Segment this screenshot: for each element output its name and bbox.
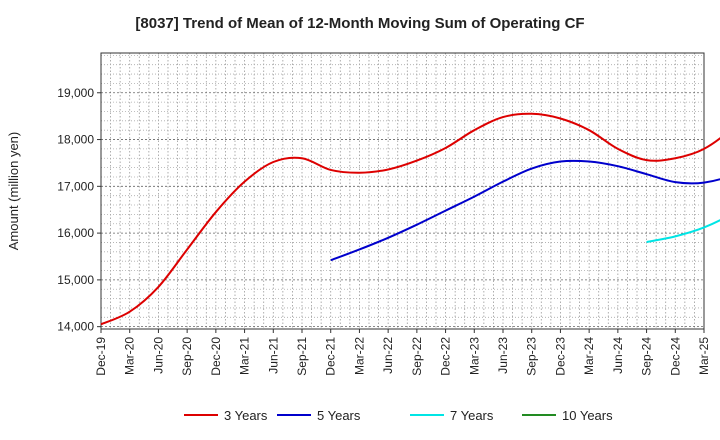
legend-label-10-years: 10 Years [562, 408, 613, 423]
y-axis-label: Amount (million yen) [6, 132, 21, 251]
x-tick-label: Jun-21 [266, 337, 280, 374]
x-tick-label: Dec-20 [209, 337, 223, 376]
x-tick-label: Jun-22 [381, 337, 395, 374]
series-lines [100, 112, 720, 326]
x-tick-label: Mar-25 [697, 337, 711, 375]
x-tick-label: Dec-24 [668, 337, 682, 376]
legend-label-5-years: 5 Years [317, 408, 361, 423]
x-axis-ticks: Dec-19 Mar-20 Jun-20 Sep-20 Dec-20 Mar-21 Jun-… [94, 329, 711, 376]
legend: 3 Years 5 Years 7 Years 10 Years [184, 408, 613, 423]
x-tick-label: Sep-22 [410, 337, 424, 376]
x-tick-label: Sep-23 [525, 337, 539, 376]
y-tick-label: 17,000 [57, 179, 94, 193]
x-tick-label: Jun-20 [151, 337, 165, 374]
chart-title: [8037] Trend of Mean of 12-Month Moving … [135, 15, 584, 32]
series-line-5-years [330, 159, 720, 262]
plot-area-frame [100, 52, 705, 330]
x-tick-label: Dec-21 [324, 337, 338, 376]
x-tick-label: Jun-23 [496, 337, 510, 374]
x-tick-label: Dec-23 [553, 337, 567, 376]
gridlines [101, 53, 704, 329]
x-tick-label: Mar-22 [352, 337, 366, 375]
x-tick-label: Mar-21 [238, 337, 252, 375]
x-tick-label: Sep-20 [180, 337, 194, 376]
series-line-3-years [100, 112, 720, 326]
legend-label-3-years: 3 Years [224, 408, 268, 423]
x-tick-label: Jun-24 [611, 337, 625, 374]
y-tick-label: 14,000 [57, 320, 94, 334]
series-line-7-years [646, 219, 720, 243]
x-tick-label: Sep-21 [295, 337, 309, 376]
y-tick-label: 15,000 [57, 273, 94, 287]
x-tick-label: Mar-24 [582, 337, 596, 375]
y-axis-ticks: 14,000 15,000 16,000 17,000 18,000 19,000 [57, 86, 101, 334]
x-tick-label: Sep-24 [640, 337, 654, 376]
y-tick-label: 16,000 [57, 226, 94, 240]
x-tick-label: Dec-22 [439, 337, 453, 376]
y-tick-label: 18,000 [57, 133, 94, 147]
x-tick-label: Dec-19 [94, 337, 108, 376]
x-tick-label: Mar-23 [467, 337, 481, 375]
y-tick-label: 19,000 [57, 86, 94, 100]
legend-label-7-years: 7 Years [450, 408, 494, 423]
x-tick-label: Mar-20 [123, 337, 137, 375]
